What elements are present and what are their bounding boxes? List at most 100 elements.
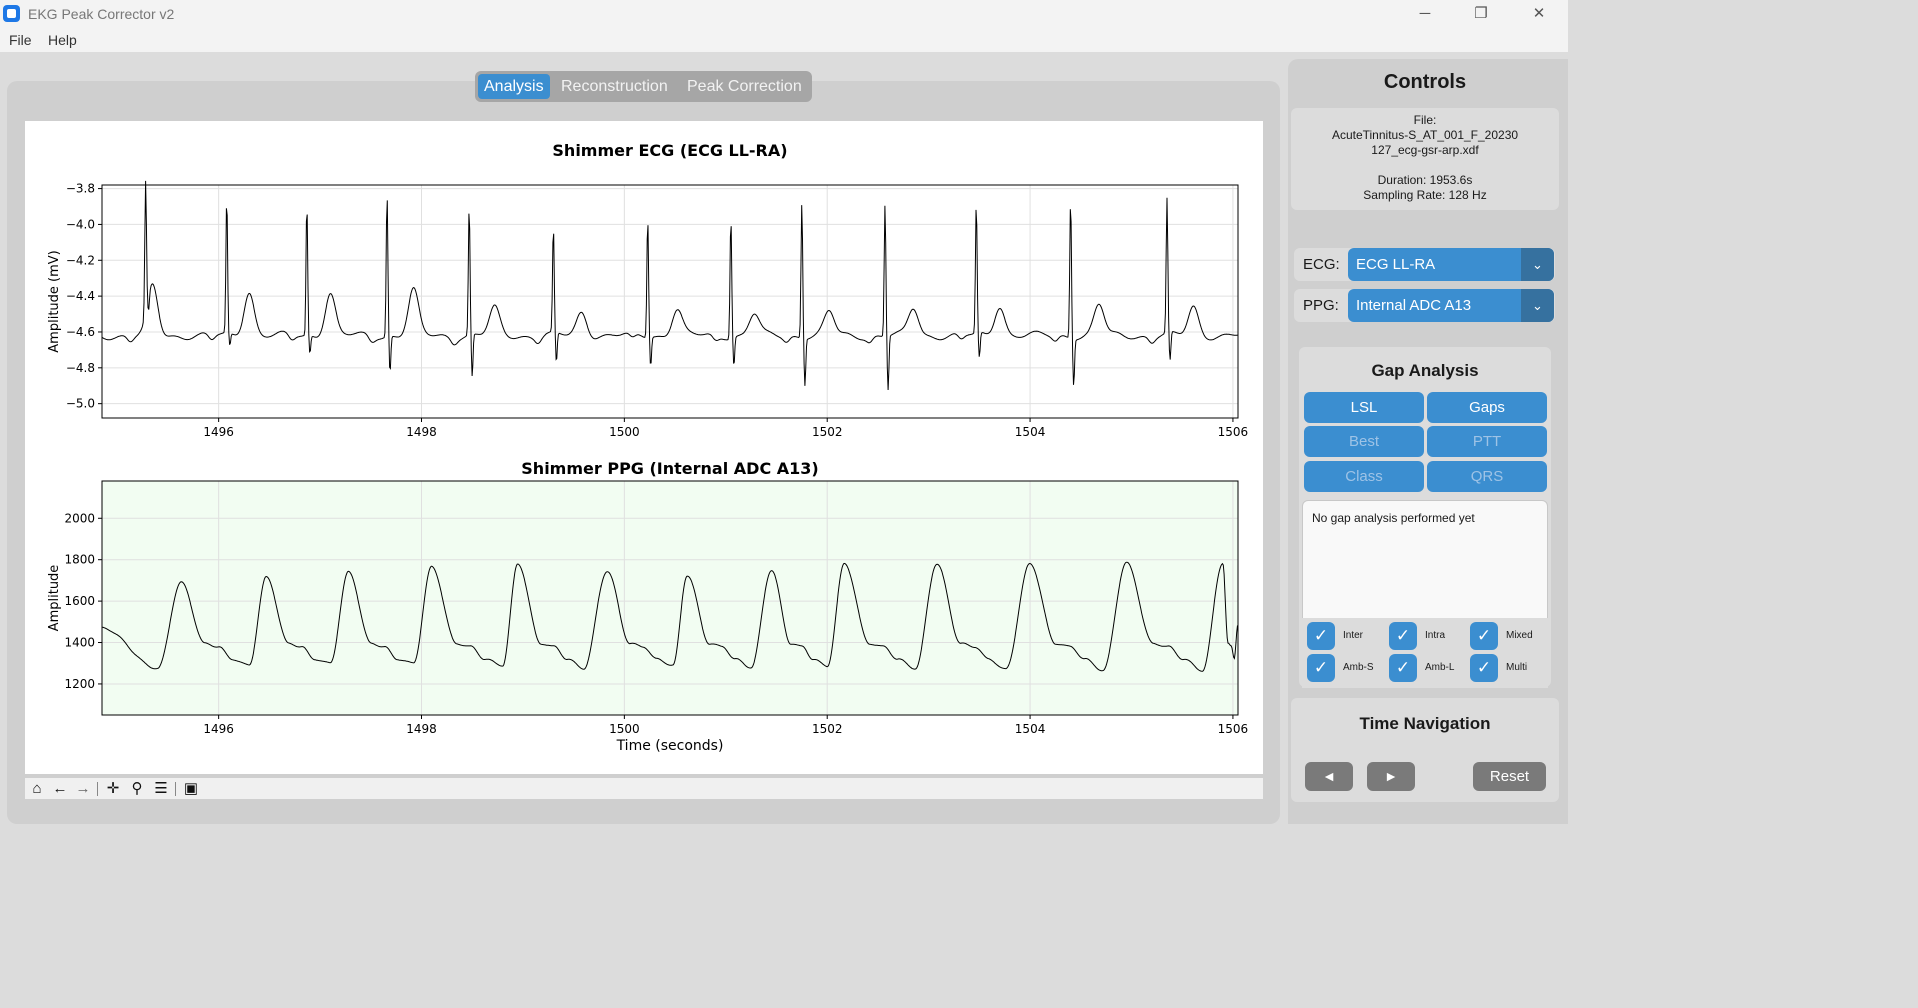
- qrs-button[interactable]: QRS: [1427, 461, 1547, 492]
- tab-reconstruction[interactable]: Reconstruction: [561, 78, 668, 95]
- plot-background: [102, 481, 1238, 715]
- y-tick-label: −4.0: [66, 217, 95, 231]
- y-tick-label: −5.0: [66, 397, 95, 411]
- x-axis-label: Time (seconds): [616, 738, 724, 754]
- prev-button[interactable]: ◄: [1305, 762, 1353, 791]
- ppg-series-line: [101, 561, 1238, 672]
- plot-frame: [101, 184, 1239, 419]
- chart-title: Shimmer ECG (ECG LL-RA): [552, 141, 787, 160]
- home-icon[interactable]: ⌂: [32, 780, 42, 797]
- best-button[interactable]: Best: [1304, 426, 1424, 457]
- save-icon[interactable]: ▣: [183, 780, 199, 797]
- mixed-checkbox[interactable]: ✓: [1470, 622, 1498, 650]
- duration-text: Duration: 1953.6s: [1377, 173, 1473, 187]
- menu-help[interactable]: Help: [48, 32, 77, 48]
- y-tick-label: 2000: [64, 511, 95, 525]
- plot-toolbar: ⌂ ← → ✛ ⚲ ☰ ▣: [25, 778, 1263, 799]
- toolbar-separator: [97, 782, 98, 796]
- plot-canvas[interactable]: 1496 1498 1500 1502 1504 1506 −3.8 −4.0 −4.2 −4.4…: [25, 121, 1263, 774]
- tab-bar: Analysis Reconstruction Peak Correction: [475, 71, 812, 102]
- amb-s-checkbox[interactable]: ✓: [1307, 654, 1335, 682]
- ptt-button[interactable]: PTT: [1427, 426, 1547, 457]
- time-navigation-title: Time Navigation: [1359, 714, 1491, 733]
- tab-analysis[interactable]: Analysis: [478, 74, 550, 99]
- configure-icon[interactable]: ☰: [154, 780, 168, 797]
- y-tick-label: −4.6: [66, 325, 95, 339]
- mixed-label: Mixed: [1506, 630, 1533, 641]
- x-tick-label: 1500: [609, 722, 640, 736]
- x-tick-label: 1496: [203, 425, 234, 439]
- y-tick-label: −3.8: [66, 182, 95, 196]
- amb-l-label: Amb-L: [1425, 662, 1455, 673]
- ecg-select-row: ECG: ECG LL-RA ⌄: [1294, 248, 1555, 281]
- plots-svg: 1496 1498 1500 1502 1504 1506 −3.8 −4.0 −4.2 −4.4…: [47, 141, 1249, 754]
- plot-frame: [101, 480, 1239, 716]
- multi-label: Multi: [1506, 662, 1528, 673]
- gaps-button[interactable]: Gaps: [1427, 392, 1547, 423]
- inter-checkbox[interactable]: ✓: [1307, 622, 1335, 650]
- class-button[interactable]: Class: [1304, 461, 1424, 492]
- close-icon[interactable]: ✕: [1532, 5, 1546, 22]
- gap-result-text: No gap analysis performed yet: [1312, 511, 1475, 525]
- zoom-icon[interactable]: ⚲: [131, 780, 143, 797]
- ecg-select[interactable]: ECG LL-RA ⌄: [1348, 248, 1554, 281]
- y-axis-label: Amplitude (mV): [47, 250, 62, 352]
- gap-filter-checkboxes: ✓ Inter ✓ Intra ✓ Mixed ✓ Amb-S ✓ Amb-L …: [1302, 618, 1548, 688]
- intra-checkbox[interactable]: ✓: [1389, 622, 1417, 650]
- chevron-down-icon[interactable]: ⌄: [1521, 289, 1554, 322]
- multi-checkbox[interactable]: ✓: [1470, 654, 1498, 682]
- amb-s-label: Amb-S: [1343, 662, 1374, 673]
- file-name-line1: AcuteTinnitus-S_AT_001_F_20230: [1331, 128, 1519, 142]
- app-icon: [3, 5, 20, 22]
- x-tick-label: 1504: [1015, 722, 1046, 736]
- window-title: EKG Peak Corrector v2: [28, 6, 175, 22]
- ppg-label: PPG:: [1303, 297, 1339, 314]
- controls-title: Controls: [1383, 71, 1467, 93]
- minimize-icon[interactable]: ─: [1419, 5, 1431, 22]
- reset-button[interactable]: Reset: [1473, 762, 1546, 791]
- forward-icon[interactable]: →: [75, 780, 91, 797]
- y-tick-label: 1400: [64, 636, 95, 650]
- ppg-select[interactable]: Internal ADC A13 ⌄: [1348, 289, 1554, 322]
- back-icon[interactable]: ←: [52, 780, 68, 797]
- chart-title: Shimmer PPG (Internal ADC A13): [521, 459, 818, 478]
- x-tick-label: 1498: [406, 425, 437, 439]
- x-tick-label: 1496: [203, 722, 234, 736]
- x-tick-label: 1506: [1218, 722, 1249, 736]
- tab-peak-correction[interactable]: Peak Correction: [687, 78, 802, 95]
- intra-label: Intra: [1425, 630, 1446, 641]
- x-tick-label: 1506: [1218, 425, 1249, 439]
- file-label: File:: [1413, 113, 1437, 127]
- restore-icon[interactable]: ❐: [1474, 5, 1488, 22]
- x-tick-label: 1504: [1015, 425, 1046, 439]
- chevron-down-icon[interactable]: ⌄: [1521, 248, 1554, 281]
- gap-analysis-title: Gap Analysis: [1371, 361, 1479, 380]
- toolbar-separator: [175, 782, 176, 796]
- menu-bar: File Help: [0, 29, 1568, 52]
- menu-file[interactable]: File: [9, 32, 32, 48]
- y-tick-label: 1600: [64, 594, 95, 608]
- ecg-series-line: [101, 180, 1238, 391]
- plot-background: [102, 185, 1238, 418]
- gap-result-textbox[interactable]: No gap analysis performed yet: [1302, 500, 1548, 626]
- y-tick-label: −4.8: [66, 361, 95, 375]
- ecg-select-value: ECG LL-RA: [1356, 256, 1436, 273]
- inter-label: Inter: [1343, 630, 1364, 641]
- ecg-label: ECG:: [1303, 256, 1340, 273]
- x-tick-label: 1502: [812, 722, 843, 736]
- title-bar: EKG Peak Corrector v2 ─ ❐ ✕: [0, 0, 1568, 29]
- y-tick-label: −4.2: [66, 253, 95, 267]
- amb-l-checkbox[interactable]: ✓: [1389, 654, 1417, 682]
- lsl-button[interactable]: LSL: [1304, 392, 1424, 423]
- x-tick-label: 1498: [406, 722, 437, 736]
- y-tick-label: −4.4: [66, 289, 95, 303]
- sampling-rate-text: Sampling Rate: 128 Hz: [1363, 188, 1487, 202]
- y-tick-label: 1200: [64, 677, 95, 691]
- file-info: File: AcuteTinnitus-S_AT_001_F_20230 127…: [1291, 108, 1559, 210]
- x-tick-label: 1500: [609, 425, 640, 439]
- next-button[interactable]: ►: [1367, 762, 1415, 791]
- file-name-line2: 127_ecg-gsr-arp.xdf: [1371, 143, 1479, 157]
- y-tick-label: 1800: [64, 553, 95, 567]
- pan-icon[interactable]: ✛: [106, 780, 120, 797]
- ppg-select-value: Internal ADC A13: [1356, 297, 1472, 314]
